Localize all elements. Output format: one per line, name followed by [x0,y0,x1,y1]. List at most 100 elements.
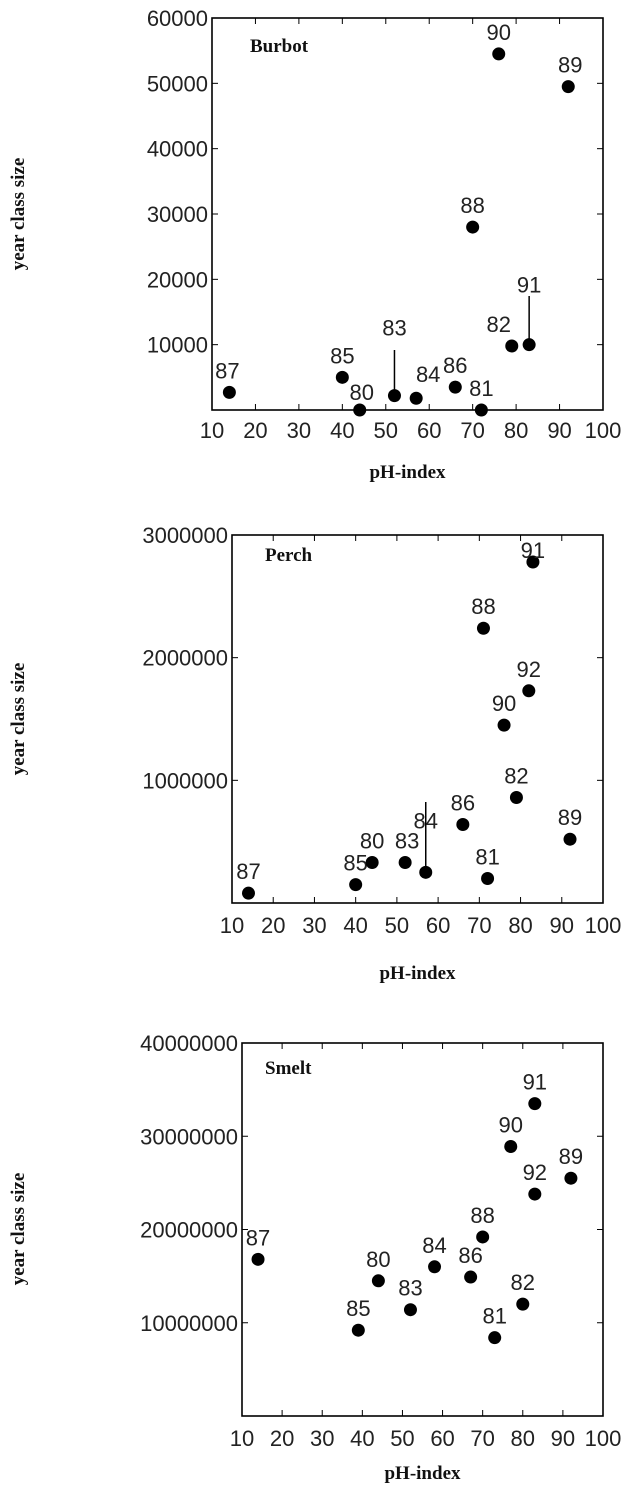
smelt-y-tick-label: 10000000 [140,1311,238,1336]
burbot-point [353,403,367,417]
perch-x-tick-label: 80 [508,913,532,938]
smelt-point [371,1274,385,1288]
perch-point [365,856,379,870]
burbot-point-label: 80 [349,380,373,405]
smelt-y-tick-label: 30000000 [140,1124,238,1149]
smelt-point-label: 91 [523,1070,547,1095]
perch-point [563,832,577,846]
burbot-point-label: 81 [469,376,493,401]
burbot-point [522,338,536,352]
burbot-plot-frame [211,17,604,411]
perch-point [398,856,412,870]
burbot-point-label: 91 [517,273,541,298]
burbot-point [409,391,423,405]
perch-x-tick-label: 100 [585,913,622,938]
perch-plot-frame [231,534,604,904]
smelt-point [251,1252,265,1266]
burbot-point [505,339,519,353]
burbot-x-tick-label: 60 [417,418,441,443]
burbot-x-tick-label: 90 [547,418,571,443]
perch-y-tick-label: 3000000 [142,523,228,548]
smelt-point [428,1260,442,1274]
perch-y-axis-title: year class size [8,663,29,776]
smelt-x-tick-label: 50 [390,1426,414,1451]
smelt-y-tick-label: 40000000 [140,1031,238,1056]
smelt-x-tick-label: 70 [470,1426,494,1451]
smelt-point-label: 84 [422,1233,446,1258]
perch-point-label: 90 [492,691,516,716]
perch-point-label: 88 [471,594,495,619]
smelt-point [351,1323,365,1337]
burbot-point-label: 82 [487,312,511,337]
perch-point [476,621,490,635]
burbot-y-tick-label: 60000 [147,6,208,31]
perch-point-label: 81 [475,844,499,869]
smelt-point-label: 89 [559,1144,583,1169]
burbot-point-label: 85 [330,343,354,368]
burbot-y-tick-label: 30000 [147,202,208,227]
smelt-point-label: 87 [246,1225,270,1250]
perch-x-axis-title: pH-index [379,963,456,984]
perch-panel-title: Perch [265,545,313,566]
smelt-x-tick-label: 30 [310,1426,334,1451]
smelt-point-label: 86 [458,1243,482,1268]
perch-x-tick-label: 60 [426,913,450,938]
smelt-point [528,1187,542,1201]
smelt-y-tick-label: 20000000 [140,1218,238,1243]
burbot-point [474,403,488,417]
burbot-point-label: 90 [486,20,510,45]
burbot-x-axis-title: pH-index [369,462,446,483]
perch-point-label: 85 [343,851,367,876]
smelt-point-label: 80 [366,1247,390,1272]
smelt-point-label: 85 [346,1296,370,1321]
burbot-point-label: 86 [443,353,467,378]
burbot-y-tick-label: 20000 [147,267,208,292]
perch-point-label: 89 [558,805,582,830]
smelt-x-tick-label: 80 [511,1426,535,1451]
perch-point-label: 87 [236,859,260,884]
perch-point [456,817,470,831]
burbot-point [466,220,480,234]
perch-y-tick-label: 2000000 [142,646,228,671]
perch-x-tick-label: 40 [343,913,367,938]
burbot-y-tick-label: 40000 [147,137,208,162]
burbot-panel-title: Burbot [250,36,309,57]
burbot-point [561,80,575,94]
perch-point-label: 83 [395,829,419,854]
perch-point [481,871,495,885]
perch-point [241,886,255,900]
burbot-x-tick-label: 70 [460,418,484,443]
perch-point [419,865,433,879]
burbot-point-label: 87 [215,358,239,383]
perch-point [526,555,540,569]
smelt-panel-title: Smelt [265,1058,312,1079]
perch-x-tick-label: 70 [467,913,491,938]
perch-x-tick-label: 50 [385,913,409,938]
burbot-x-tick-label: 100 [585,418,622,443]
perch-point-label: 82 [504,764,528,789]
smelt-point [488,1331,502,1345]
smelt-point-label: 83 [398,1276,422,1301]
smelt-point-label: 88 [470,1203,494,1228]
smelt-point-label: 81 [482,1304,506,1329]
perch-point-label: 92 [517,657,541,682]
perch-x-tick-label: 10 [220,913,244,938]
perch-x-tick-label: 30 [302,913,326,938]
burbot-y-tick-label: 50000 [147,71,208,96]
perch-point [497,718,511,732]
smelt-x-tick-label: 60 [430,1426,454,1451]
smelt-point [464,1270,478,1284]
burbot-point [387,389,401,403]
burbot-x-tick-label: 40 [330,418,354,443]
burbot-x-tick-label: 50 [374,418,398,443]
perch-point [509,791,523,805]
smelt-x-tick-label: 40 [350,1426,374,1451]
burbot-x-tick-label: 30 [287,418,311,443]
burbot-x-tick-label: 20 [243,418,267,443]
perch-point-label: 86 [451,790,475,815]
smelt-x-tick-label: 90 [551,1426,575,1451]
smelt-point-label: 92 [523,1160,547,1185]
burbot-point-label: 83 [382,316,406,341]
smelt-plot-frame [241,1042,604,1417]
